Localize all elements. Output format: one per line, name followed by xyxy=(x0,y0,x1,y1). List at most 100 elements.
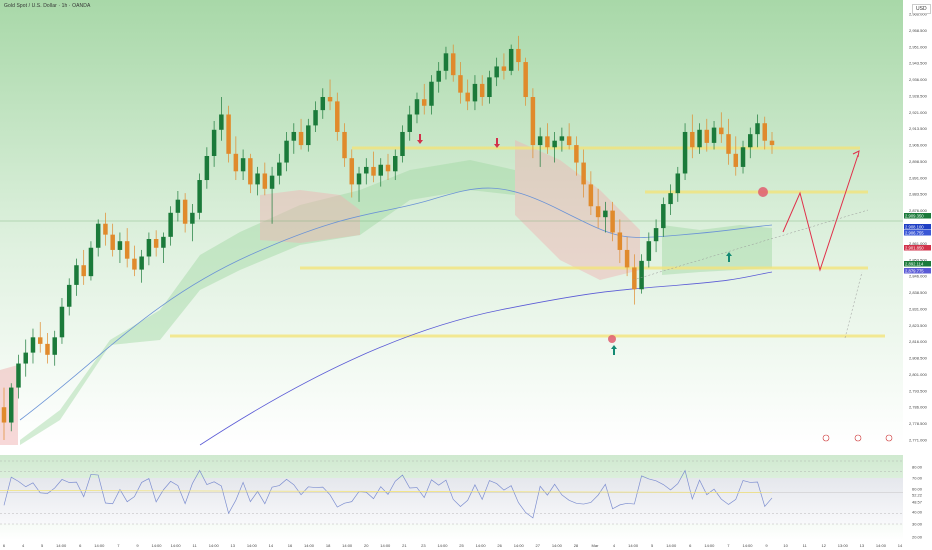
candle-body xyxy=(88,247,94,277)
candle-body xyxy=(211,129,217,156)
time-tick-label: 14:00 xyxy=(704,543,715,548)
candle-23 xyxy=(168,206,173,246)
time-tick-label: 4 xyxy=(613,543,616,548)
price-tag-bg xyxy=(904,268,931,274)
candle-28 xyxy=(204,147,210,189)
candle-body xyxy=(646,241,652,261)
candle-106 xyxy=(769,131,775,154)
candle-body xyxy=(516,48,521,63)
price-axis-bg xyxy=(903,0,932,550)
candle-2 xyxy=(16,354,21,399)
price-tag-label: 2,908.100 xyxy=(905,225,924,230)
price-tick-label: 2,906.000 xyxy=(909,143,928,148)
candle-20 xyxy=(146,232,152,266)
candle-77 xyxy=(559,127,565,152)
time-tick-label: 27 xyxy=(536,543,541,548)
candle-body xyxy=(327,97,333,102)
price-tick-label: 2,883.500 xyxy=(909,192,928,197)
candle-92 xyxy=(668,184,673,215)
price-tick-label: 2,808.500 xyxy=(909,356,928,361)
rsi-tick-label: 20.00 xyxy=(912,535,923,540)
candle-52 xyxy=(378,158,384,187)
candle-98 xyxy=(711,121,717,150)
price-tag-bg xyxy=(904,245,931,251)
candle-body xyxy=(653,228,659,242)
price-tick-label: 2,831.000 xyxy=(909,306,928,311)
candle-5 xyxy=(37,322,43,353)
candle-67 xyxy=(487,70,492,104)
price-tick-label: 2,853.500 xyxy=(909,257,928,262)
candle-56 xyxy=(407,105,412,141)
candle-body xyxy=(559,136,565,141)
candle-body xyxy=(595,206,601,218)
candle-61 xyxy=(443,46,449,80)
candle-body xyxy=(66,284,72,307)
time-tick-label: 12 xyxy=(822,543,827,548)
candle-25 xyxy=(182,193,188,233)
candle-9 xyxy=(66,278,72,316)
candle-body xyxy=(30,337,36,353)
candle-22 xyxy=(161,232,166,264)
high-marker xyxy=(758,187,768,197)
candle-body xyxy=(450,53,456,76)
candle-62 xyxy=(450,44,456,82)
time-tick-label: 7 xyxy=(727,543,730,548)
candle-46 xyxy=(335,92,340,141)
candle-35 xyxy=(255,166,260,196)
candle-body xyxy=(436,70,441,82)
candle-95 xyxy=(690,114,695,159)
price-tick-label: 2,951.000 xyxy=(909,44,928,49)
candle-36 xyxy=(262,162,268,196)
candle-34 xyxy=(248,153,253,194)
candle-58 xyxy=(421,83,427,115)
candle-body xyxy=(291,131,297,141)
candle-body xyxy=(110,234,115,250)
time-tick-label: 6 xyxy=(3,543,6,548)
candle-91 xyxy=(661,197,666,237)
candle-body xyxy=(465,92,470,102)
price-tick-label: 2,921.000 xyxy=(909,110,928,115)
price-tag-bg xyxy=(904,213,931,219)
price-axis-layer[interactable]: 2,966.000 2,958.500 2,951.000 2,943.500 2,93… xyxy=(903,0,932,550)
candle-body xyxy=(682,131,688,174)
candle-body xyxy=(204,156,210,181)
candle-15 xyxy=(110,223,115,257)
candle-41 xyxy=(298,118,304,150)
price-tag-label: 2,901.850 xyxy=(905,246,924,251)
time-tick-label: 16 xyxy=(288,543,293,548)
candle-72 xyxy=(523,57,528,106)
candle-60 xyxy=(436,62,441,93)
candle-17 xyxy=(124,228,130,268)
bear-cloud-2 xyxy=(515,140,640,280)
candle-78 xyxy=(566,123,572,150)
time-axis-layer[interactable]: 6 4 5 14:00 6 14:00 7 9 14:00 14:00 11 14:00 13 14:00… xyxy=(0,540,932,550)
candle-21 xyxy=(153,230,159,257)
chart-title: Gold Spot / U.S. Dollar · 1h · OANDA xyxy=(4,3,91,9)
candle-93 xyxy=(675,166,681,202)
price-tick-label: 2,771.000 xyxy=(909,438,928,443)
candle-body xyxy=(523,62,528,98)
candle-6 xyxy=(45,332,50,364)
price-tick-label: 2,928.500 xyxy=(909,93,928,98)
candle-99 xyxy=(719,112,724,143)
low-marker xyxy=(608,335,616,343)
candle-53 xyxy=(385,153,391,181)
candle-body xyxy=(610,210,615,233)
trend-dashed-line xyxy=(632,209,869,281)
down-arrow-icon-1 xyxy=(417,134,423,144)
currency-badge[interactable]: USD xyxy=(912,4,931,14)
candle-49 xyxy=(356,166,362,202)
candle-body xyxy=(697,129,702,148)
candle-body xyxy=(769,140,775,146)
moving-average-layer xyxy=(19,187,773,446)
candle-29 xyxy=(211,121,217,167)
candle-24 xyxy=(175,190,181,222)
candle-body xyxy=(668,193,673,205)
time-tick-label: 14:00 xyxy=(437,543,448,548)
bull-cloud xyxy=(20,160,515,445)
candle-body xyxy=(371,166,376,176)
candle-body xyxy=(632,267,637,290)
time-tick-label: 13:00 xyxy=(838,543,849,548)
time-tick-label: 14:00 xyxy=(304,543,315,548)
candle-96 xyxy=(697,123,702,154)
